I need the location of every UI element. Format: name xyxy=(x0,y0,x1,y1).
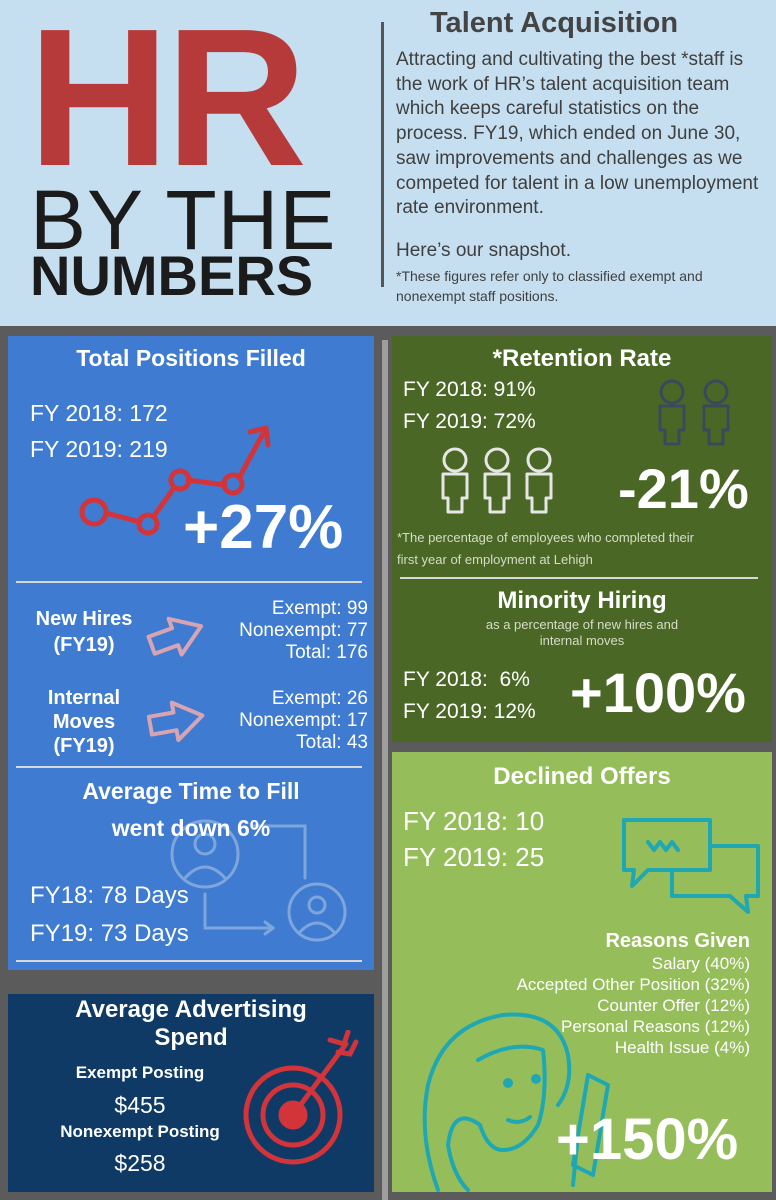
people-faded-icon xyxy=(658,379,730,446)
time-to-fill-fy18: FY18: 78 Days xyxy=(30,882,189,909)
retention-fy2018: FY 2018: 91% xyxy=(403,378,536,401)
declined-fy2018: FY 2018: 10 xyxy=(403,806,545,836)
advertising-title-line1: Average Advertising xyxy=(75,996,307,1023)
divider-line xyxy=(400,577,758,579)
internal-moves-label-line1: Internal xyxy=(47,687,121,709)
nonexempt-posting-value: $258 xyxy=(114,1150,166,1176)
retention-panel xyxy=(392,336,772,742)
new-hires-label-line2: (FY19) xyxy=(53,634,115,656)
divider-line xyxy=(16,766,362,768)
declined-title: Declined Offers xyxy=(493,763,671,790)
reason-item: Accepted Other Position (32%) xyxy=(516,975,750,994)
target-icon xyxy=(243,1030,359,1165)
retention-footnote: *The percentage of employees who complet… xyxy=(397,527,769,571)
people-network-icon xyxy=(170,819,347,942)
nonexempt-posting-label: Nonexempt Posting xyxy=(60,1122,220,1141)
internal-moves-label-line2: Moves xyxy=(52,711,116,733)
arrow-icon xyxy=(146,616,204,657)
minority-title: Minority Hiring xyxy=(497,587,667,614)
positions-panel xyxy=(8,336,374,970)
exempt-posting-label: Exempt Posting xyxy=(75,1063,205,1082)
exempt-posting-value: $455 xyxy=(114,1092,166,1118)
retention-fy2019: FY 2019: 72% xyxy=(403,410,536,433)
talent-acquisition-body: Attracting and cultivating the best *sta… xyxy=(396,49,759,219)
internal-moves-stats: Exempt: 26 Nonexempt: 17 Total: 43 xyxy=(210,688,368,754)
snapshot-text: Here’s our snapshot. xyxy=(396,240,571,261)
reason-item: Health Issue (4%) xyxy=(614,1038,750,1057)
retention-footnote-line2: first year of employment at Lehigh xyxy=(397,552,593,567)
positions-title: Total Positions Filled xyxy=(76,345,306,371)
time-to-fill-title-2: went down 6% xyxy=(111,815,271,841)
reason-item: Salary (40%) xyxy=(651,954,750,973)
retention-change: -21% xyxy=(618,457,749,520)
minority-subtitle: as a percentage of new hires and interna… xyxy=(392,617,772,649)
arrow-icon xyxy=(146,700,205,743)
people-icon xyxy=(441,447,553,514)
reasons-title: Reasons Given xyxy=(605,930,750,952)
person-with-phone-icon xyxy=(422,1012,610,1192)
minority-subtitle-line2: internal moves xyxy=(539,633,625,648)
new-hires-stats: Exempt: 99 Nonexempt: 77 Total: 176 xyxy=(210,598,368,664)
internal-moves-exempt: Exempt: 26 xyxy=(271,688,368,709)
time-to-fill-title-1: Average Time to Fill xyxy=(82,778,300,804)
positions-change: +27% xyxy=(183,493,344,562)
hr-heading: HR xyxy=(28,0,307,207)
internal-moves-nonexempt: Nonexempt: 17 xyxy=(239,710,368,731)
minority-fy2019: FY 2019: 12% xyxy=(403,700,536,723)
declined-change: +150% xyxy=(556,1107,739,1172)
positions-fy2019: FY 2019: 219 xyxy=(30,436,168,462)
divider-line xyxy=(16,960,362,962)
advertising-title: Average Advertising Spend xyxy=(8,996,374,1052)
header-divider xyxy=(381,22,384,287)
minority-change: +100% xyxy=(570,661,746,724)
internal-moves-total: Total: 43 xyxy=(296,732,368,753)
declined-fy2019: FY 2019: 25 xyxy=(403,842,545,872)
reasons-list: Reasons Given Salary (40%) Accepted Othe… xyxy=(420,930,750,1058)
retention-footnote-line1: *The percentage of employees who complet… xyxy=(397,530,695,545)
divider-line xyxy=(16,581,362,583)
minority-fy2018: FY 2018: 6% xyxy=(403,668,530,691)
header-section xyxy=(0,0,776,326)
advertising-title-line2: Spend xyxy=(154,1024,228,1051)
time-to-fill-fy19: FY19: 73 Days xyxy=(30,920,189,947)
new-hires-label: New Hires (FY19) xyxy=(14,606,154,658)
header-footnote: *These figures refer only to classified … xyxy=(396,268,703,304)
column-divider xyxy=(382,340,388,1200)
new-hires-total: Total: 176 xyxy=(285,642,368,663)
new-hires-label-line1: New Hires xyxy=(35,608,133,630)
retention-title: *Retention Rate xyxy=(492,345,672,372)
minority-subtitle-line1: as a percentage of new hires and xyxy=(485,617,679,632)
trend-up-icon xyxy=(79,425,271,536)
new-hires-exempt: Exempt: 99 xyxy=(271,598,368,619)
internal-moves-label: Internal Moves (FY19) xyxy=(14,686,154,758)
new-hires-nonexempt: Nonexempt: 77 xyxy=(239,620,368,641)
internal-moves-label-line3: (FY19) xyxy=(53,735,115,757)
reason-item: Personal Reasons (12%) xyxy=(561,1017,750,1036)
reason-item: Counter Offer (12%) xyxy=(597,996,750,1015)
by-the-heading: BY THE xyxy=(30,173,337,267)
numbers-heading: NUMBERS xyxy=(30,244,314,307)
chat-bubbles-icon xyxy=(622,818,760,914)
talent-acquisition-title: Talent Acquisition xyxy=(430,7,679,39)
positions-fy2018: FY 2018: 172 xyxy=(30,400,168,426)
